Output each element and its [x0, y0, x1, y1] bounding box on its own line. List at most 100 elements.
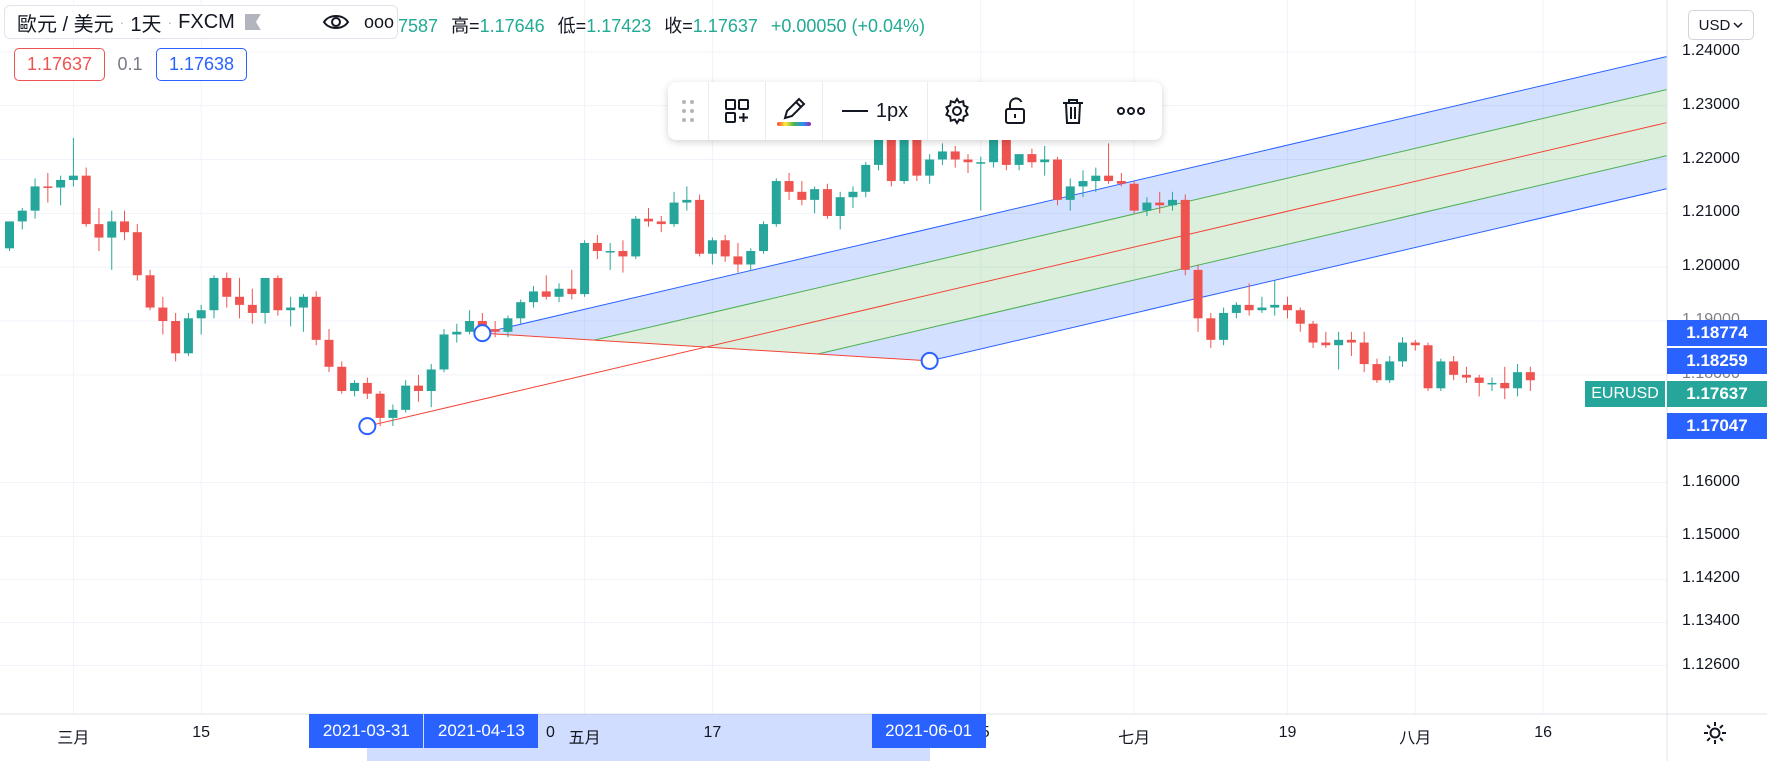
- pitchfork-anchor-handle-2[interactable]: [473, 324, 492, 343]
- candle: [1244, 304, 1254, 311]
- candle: [183, 318, 193, 354]
- line-color-icon[interactable]: [766, 82, 822, 140]
- candle: [733, 256, 743, 265]
- candle: [247, 304, 257, 313]
- drawing-price-tag: 1.17047: [1667, 413, 1767, 440]
- candle: [1385, 361, 1395, 381]
- line-width-button[interactable]: 1px: [823, 82, 927, 140]
- candle: [1270, 304, 1280, 308]
- candle: [439, 334, 449, 370]
- price-tick-label: 1.20000: [1682, 257, 1740, 275]
- price-tick-label: 1.13400: [1682, 612, 1740, 630]
- candle: [196, 310, 206, 319]
- candle: [1474, 377, 1484, 383]
- candle: [1257, 307, 1267, 311]
- candle: [1001, 137, 1011, 165]
- pitchfork-median-line: [367, 122, 1668, 427]
- candle: [1231, 304, 1241, 313]
- time-tick-label: 三月: [57, 730, 90, 747]
- candle: [1423, 345, 1433, 389]
- chart-settings-icon[interactable]: [1700, 718, 1730, 748]
- chevron-down-icon: [1733, 22, 1743, 29]
- candle: [592, 242, 602, 252]
- eye-icon[interactable]: [322, 10, 352, 36]
- drag-handle-icon[interactable]: [668, 82, 708, 140]
- high-label: 高=: [451, 16, 480, 36]
- candle: [413, 385, 423, 391]
- pitchfork-anchor-handle-3[interactable]: [920, 351, 939, 370]
- pitchfork-anchor-handle-1[interactable]: [358, 417, 377, 436]
- candle: [5, 221, 14, 249]
- time-tick-label: 七月: [1118, 730, 1151, 747]
- candle: [1346, 339, 1356, 343]
- candle: [1283, 304, 1292, 311]
- lock-icon[interactable]: [986, 82, 1044, 140]
- candle: [797, 191, 807, 200]
- candle: [707, 240, 717, 254]
- candle: [989, 137, 999, 163]
- candle: [235, 296, 245, 305]
- candle: [1436, 361, 1446, 389]
- candle: [1219, 312, 1229, 340]
- drawing-toolbar: 1px: [668, 82, 1162, 140]
- candle: [1295, 310, 1305, 324]
- pitchfork-inner-line: [817, 155, 1668, 355]
- candle: [337, 366, 347, 391]
- candle: [1449, 361, 1459, 375]
- templates-icon[interactable]: [709, 82, 765, 140]
- candle: [1359, 342, 1369, 365]
- candle: [567, 288, 577, 295]
- anchor-date-tag: 2021-04-13: [424, 714, 539, 748]
- spread-value: 0.1: [110, 48, 150, 81]
- price-tick-label: 1.21000: [1682, 203, 1740, 221]
- candle: [145, 275, 155, 308]
- toolbar-divider: [822, 82, 823, 140]
- color-swatch: [777, 122, 811, 126]
- candle: [1487, 382, 1497, 385]
- candle: [771, 181, 781, 225]
- candle: [950, 151, 960, 160]
- low-value: 1.17423: [586, 16, 652, 36]
- buy-price-button[interactable]: 1.17638: [156, 48, 247, 81]
- candle: [132, 232, 142, 276]
- candle: [605, 251, 615, 253]
- pitchfork-lower-line: [929, 188, 1668, 362]
- candle: [286, 307, 296, 311]
- candle: [120, 221, 130, 233]
- candle: [554, 288, 564, 297]
- time-tick-label: 17: [703, 724, 722, 741]
- candle: [1027, 154, 1037, 163]
- interval-label[interactable]: 1天: [130, 13, 162, 36]
- currency-selector[interactable]: USD: [1688, 10, 1754, 40]
- toolbar-divider: [708, 82, 709, 140]
- more-icon[interactable]: ooo: [364, 12, 395, 32]
- price-tick-label: 1.12600: [1682, 655, 1740, 673]
- candle: [644, 218, 653, 222]
- candle: [375, 393, 385, 418]
- candle: [43, 186, 53, 188]
- more-options-icon[interactable]: [1102, 82, 1160, 140]
- symbol-name[interactable]: 歐元 / 美元: [17, 13, 114, 36]
- candle: [56, 179, 66, 188]
- candle: [68, 175, 78, 180]
- legend-dot: ·: [167, 14, 173, 30]
- settings-icon[interactable]: [928, 82, 986, 140]
- low-label: 低=: [557, 16, 587, 36]
- candle: [937, 151, 947, 160]
- candle: [401, 385, 411, 410]
- candle: [503, 318, 513, 332]
- trash-icon[interactable]: [1044, 82, 1102, 140]
- candle: [618, 251, 628, 257]
- candle: [17, 210, 27, 222]
- candle: [746, 251, 756, 265]
- drawing-price-tag: 1.18774: [1667, 320, 1767, 347]
- candle: [222, 277, 232, 297]
- candle: [669, 202, 679, 225]
- candle: [311, 296, 321, 340]
- time-tick-label: 五月: [568, 730, 601, 747]
- candle: [1410, 342, 1420, 346]
- flag-icon[interactable]: [244, 14, 261, 30]
- sell-price-button[interactable]: 1.17637: [14, 48, 105, 81]
- line-width-label: 1px: [875, 99, 909, 122]
